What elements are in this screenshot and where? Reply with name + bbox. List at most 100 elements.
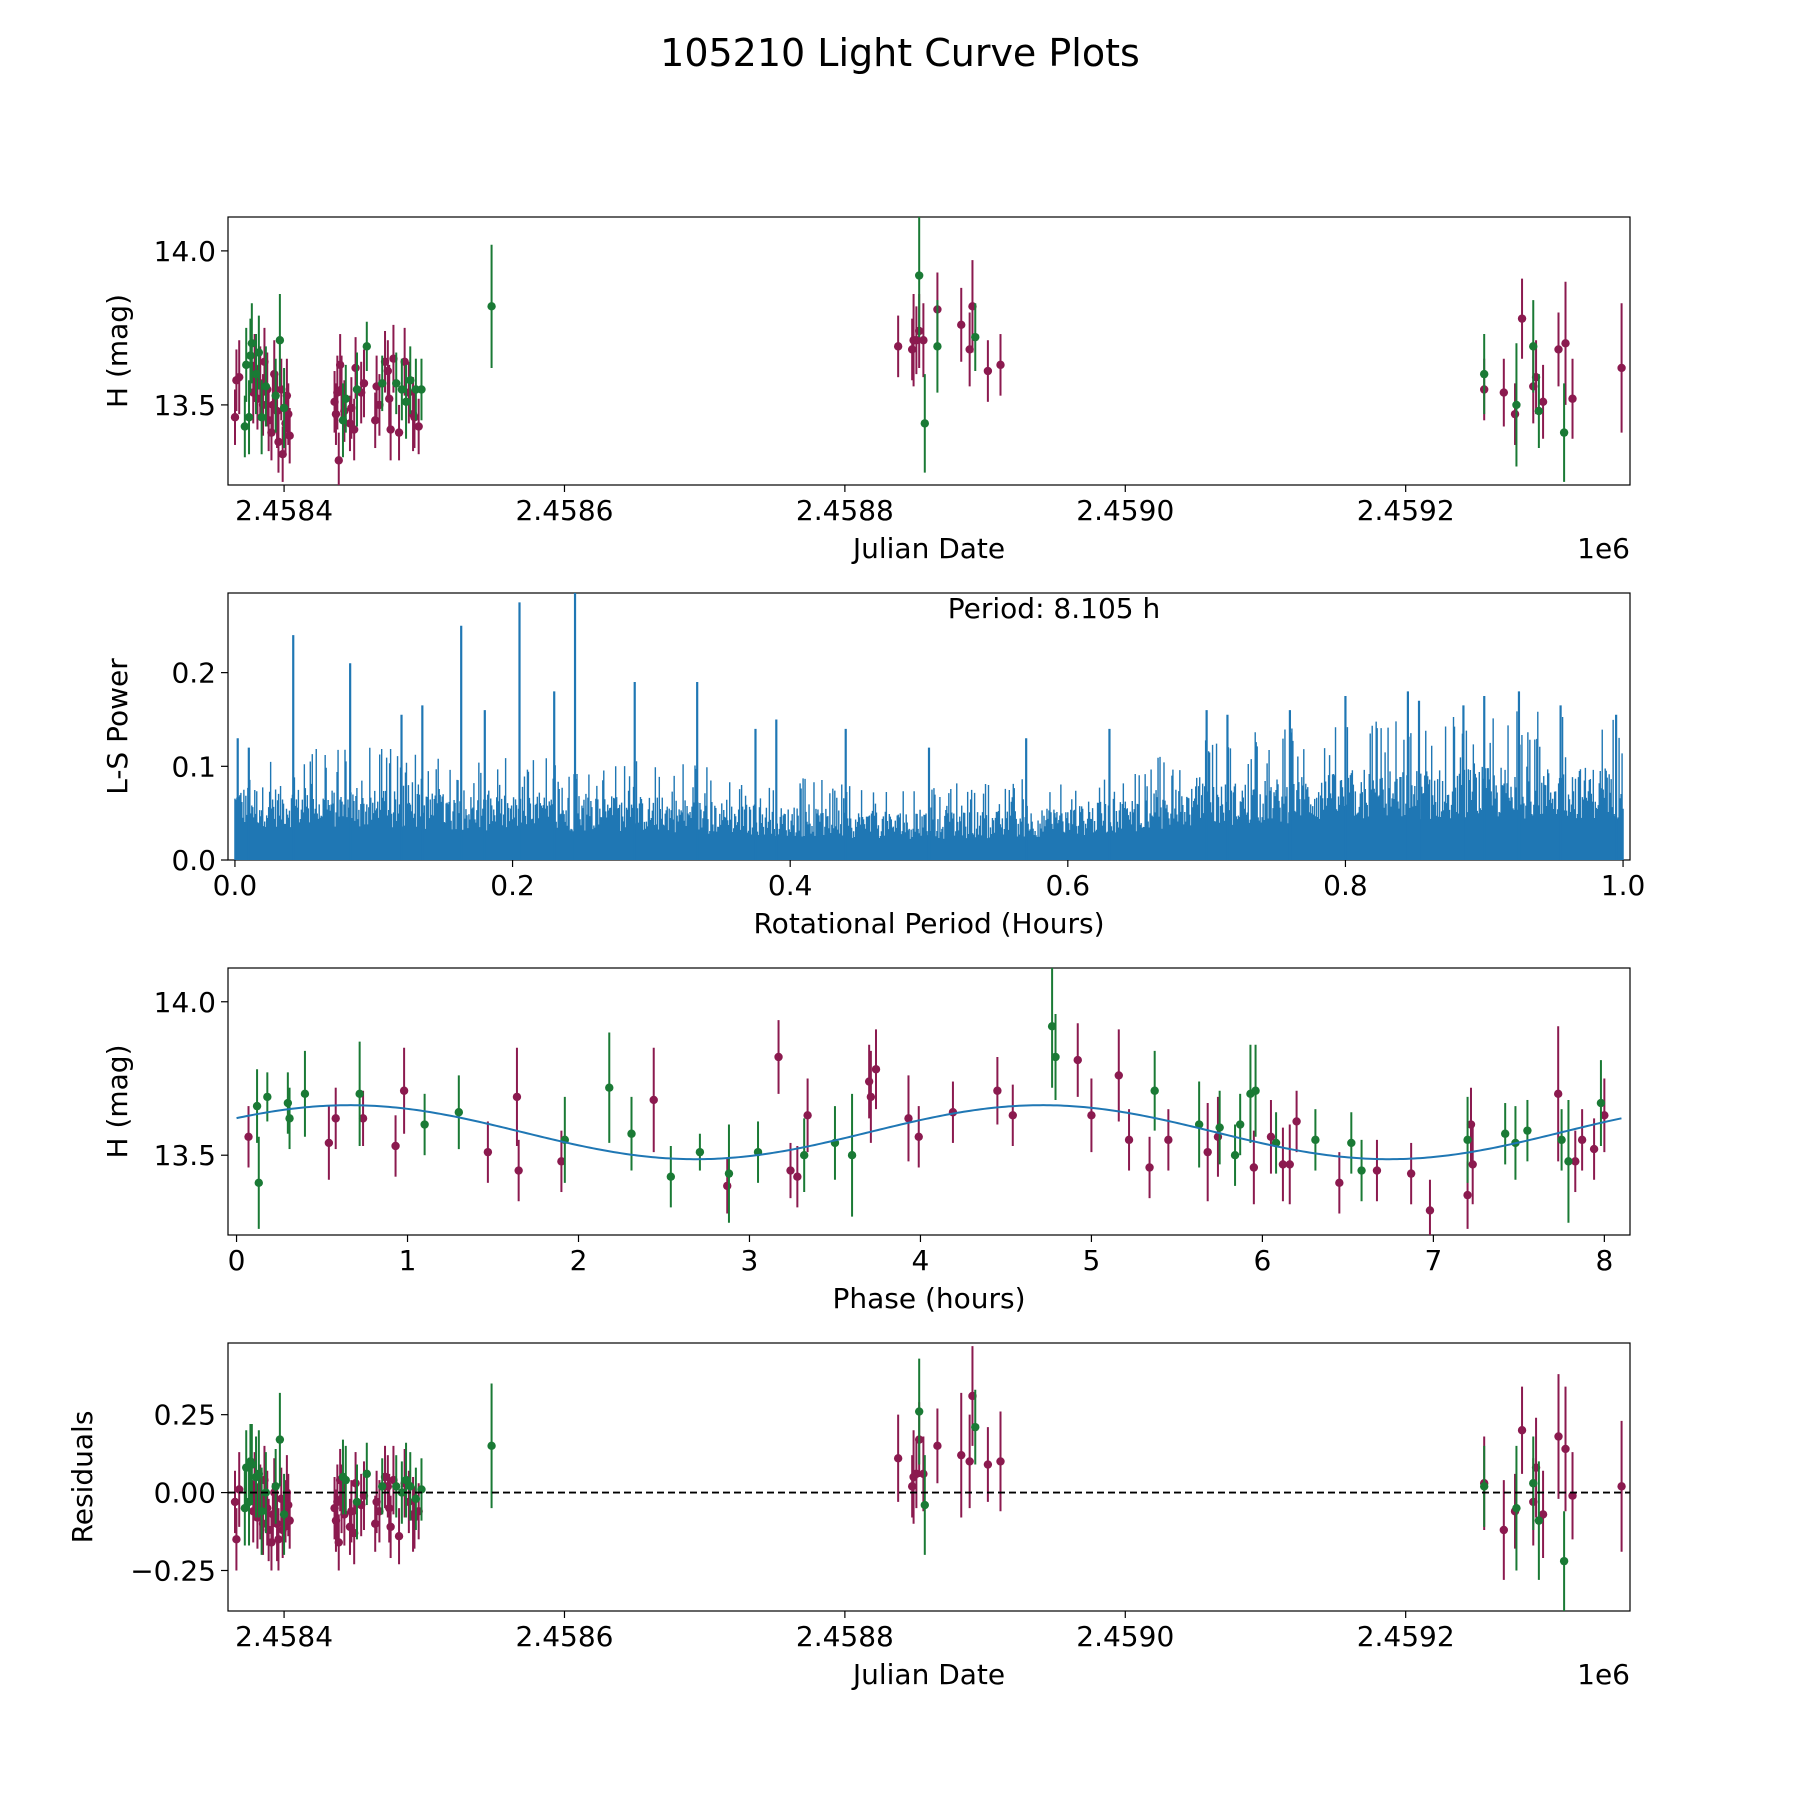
lightcurve-offset-label: 1e6 [1577, 532, 1630, 565]
lightcurve-point [1535, 407, 1543, 415]
residuals-point [231, 1498, 239, 1506]
phase-ylabel: H (mag) [101, 1044, 134, 1158]
lightcurve-point [919, 336, 927, 344]
residuals-point [371, 1520, 379, 1528]
phase-point [1051, 1053, 1059, 1061]
phase-point [1357, 1166, 1365, 1174]
residuals-point [285, 1516, 293, 1524]
phase-xtick-label: 4 [912, 1244, 930, 1277]
lightcurve-point [971, 333, 979, 341]
residuals-point [274, 1535, 282, 1543]
lightcurve-point [371, 416, 379, 424]
lightcurve-point [1480, 370, 1488, 378]
phase-point [800, 1151, 808, 1159]
phase-point [872, 1065, 880, 1073]
lightcurve-xtick-label: 2.4584 [235, 494, 333, 527]
residuals-point [273, 1520, 281, 1528]
phase-point [420, 1120, 428, 1128]
residuals-point [353, 1498, 361, 1506]
phase-point [325, 1139, 333, 1147]
phase-point [803, 1111, 811, 1119]
residuals-point [363, 1470, 371, 1478]
residuals-point [971, 1423, 979, 1431]
figure-title: 105210 Light Curve Plots [660, 31, 1140, 75]
periodogram-ylabel: L-S Power [101, 658, 134, 795]
lightcurve-point [921, 419, 929, 427]
phase-point [391, 1142, 399, 1150]
residuals-point [1518, 1426, 1526, 1434]
residuals-point [1480, 1482, 1488, 1490]
lightcurve-point [915, 271, 923, 279]
phase-ytick-label: 14.0 [154, 986, 216, 1019]
phase-point [774, 1053, 782, 1061]
phase-point [1286, 1160, 1294, 1168]
phase-xtick-label: 3 [741, 1244, 759, 1277]
phase-point [400, 1087, 408, 1095]
phase-point [1469, 1160, 1477, 1168]
lightcurve-point [996, 361, 1004, 369]
residuals-point [1500, 1526, 1508, 1534]
phase-point [1292, 1117, 1300, 1125]
lightcurve-point [255, 348, 263, 356]
lightcurve-point [1512, 401, 1520, 409]
periodogram-xtick-label: 0.6 [1046, 869, 1091, 902]
residuals-point [1554, 1432, 1562, 1440]
periodogram-ytick-label: 0.2 [171, 657, 216, 690]
residuals-point [933, 1442, 941, 1450]
residuals-xlabel: Julian Date [851, 1658, 1005, 1691]
phase-point [1590, 1145, 1598, 1153]
lightcurve-point [1539, 398, 1547, 406]
residuals-point [395, 1532, 403, 1540]
residuals-point [487, 1442, 495, 1450]
lightcurve-ytick-label: 13.5 [154, 389, 216, 422]
residuals-ytick-label: 0.25 [154, 1399, 216, 1432]
lightcurve-point [363, 342, 371, 350]
phase-point [263, 1093, 271, 1101]
phase-point [1597, 1099, 1605, 1107]
residuals-xtick-label: 2.4586 [515, 1620, 613, 1653]
phase-xtick-label: 7 [1424, 1244, 1442, 1277]
residuals-point [984, 1460, 992, 1468]
phase-point [244, 1133, 252, 1141]
residuals-point [392, 1482, 400, 1490]
lightcurve-point [1568, 395, 1576, 403]
phase-point [1215, 1123, 1223, 1131]
phase-point [627, 1130, 635, 1138]
phase-point [725, 1169, 733, 1177]
phase-point [723, 1182, 731, 1190]
phase-point [605, 1083, 613, 1091]
phase-point [1074, 1056, 1082, 1064]
phase-point [455, 1108, 463, 1116]
lightcurve-point [271, 391, 279, 399]
residuals-point [284, 1501, 292, 1509]
residuals-ylabel: Residuals [66, 1411, 99, 1544]
residuals-point [342, 1476, 350, 1484]
lightcurve-point [1561, 339, 1569, 347]
residuals-xtick-label: 2.4584 [235, 1620, 333, 1653]
phase-xtick-label: 5 [1083, 1244, 1101, 1277]
lightcurve-xtick-label: 2.4588 [796, 494, 894, 527]
phase-xtick-label: 0 [228, 1244, 246, 1277]
residuals-point [335, 1538, 343, 1546]
lightcurve-point [350, 425, 358, 433]
lightcurve-point [395, 428, 403, 436]
lightcurve-point [406, 376, 414, 384]
lightcurve-ylabel: H (mag) [101, 294, 134, 408]
phase-xtick-label: 1 [399, 1244, 417, 1277]
phase-point [865, 1077, 873, 1085]
phase-point [650, 1096, 658, 1104]
lightcurve-point [246, 351, 254, 359]
phase-point [1164, 1136, 1172, 1144]
phase-point [1578, 1136, 1586, 1144]
phase-point [255, 1179, 263, 1187]
lightcurve-point [933, 342, 941, 350]
lightcurve-point [385, 395, 393, 403]
lightcurve-point [384, 367, 392, 375]
residuals-ytick-label: 0.00 [154, 1477, 216, 1510]
lightcurve-point [262, 382, 270, 390]
lightcurve-point [414, 422, 422, 430]
phase-point [1125, 1136, 1133, 1144]
residuals-xtick-label: 2.4588 [796, 1620, 894, 1653]
phase-point [993, 1087, 1001, 1095]
periodogram-xtick-label: 1.0 [1601, 869, 1646, 902]
